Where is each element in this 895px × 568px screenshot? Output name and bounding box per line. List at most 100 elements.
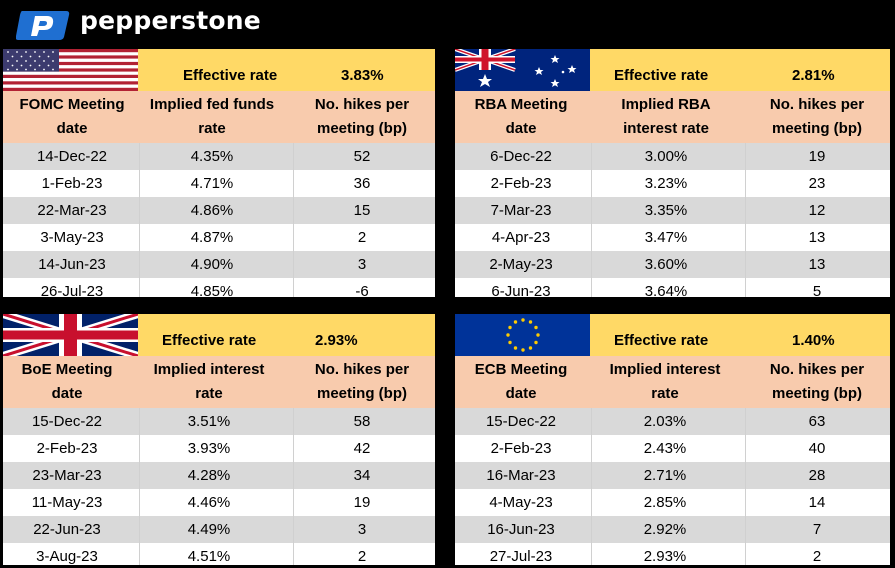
header-hikes: No. hikes per meeting (bp) — [769, 361, 865, 402]
eu-flag-icon — [455, 314, 590, 356]
header-implied-rate: Implied fed funds rate — [149, 96, 275, 137]
effective-rate-bar: Effective rate 2.81% — [590, 49, 890, 91]
table-row: 14-Dec-22 4.35% 52 — [3, 143, 435, 170]
effective-rate-label: Effective rate — [614, 332, 709, 349]
table-row: 11-May-23 4.46% 19 — [3, 489, 435, 516]
cell-meeting-date: 22-Mar-23 — [37, 202, 107, 219]
brand-header: pepperstone — [0, 0, 895, 48]
usa-flag-icon — [3, 49, 138, 91]
header-hikes: No. hikes per meeting (bp) — [314, 96, 410, 137]
cell-hikes: 40 — [808, 440, 826, 457]
table-row: 1-Feb-23 4.71% 36 — [3, 170, 435, 197]
table-row: 2-Feb-23 3.23% 23 — [455, 170, 890, 197]
table-row: 15-Dec-22 3.51% 58 — [3, 408, 435, 435]
cell-meeting-date: 2-Feb-23 — [490, 175, 552, 192]
ecb-panel: Effective rate 1.40% ECB Meeting date Im… — [454, 313, 891, 566]
effective-rate-label: Effective rate — [183, 67, 278, 84]
cell-hikes: 19 — [808, 148, 826, 165]
effective-rate-bar: Effective rate 1.40% — [590, 314, 890, 356]
cell-implied-rate: 3.64% — [644, 283, 688, 298]
cell-implied-rate: 2.93% — [643, 548, 687, 565]
header-implied-rate: Implied RBA interest rate — [621, 96, 711, 137]
table-header: BoE Meeting date Implied interest rate N… — [3, 356, 435, 408]
cell-implied-rate: 4.49% — [187, 521, 231, 538]
cell-hikes: 2 — [357, 548, 367, 565]
cell-hikes: 5 — [812, 283, 822, 298]
australia-flag-icon — [455, 49, 590, 91]
cell-meeting-date: 3-Aug-23 — [36, 548, 98, 565]
pepperstone-logo-icon — [16, 11, 70, 40]
cell-meeting-date: 23-Mar-23 — [32, 467, 102, 484]
cell-meeting-date: 4-Apr-23 — [491, 229, 551, 246]
effective-rate-label: Effective rate — [162, 332, 257, 349]
cell-meeting-date: 26-Jul-23 — [40, 283, 104, 298]
effective-rate-value: 2.81% — [792, 67, 835, 84]
header-meeting-date: ECB Meeting date — [474, 361, 568, 402]
fomc-panel: Effective rate 3.83% FOMC Meeting date I… — [2, 48, 436, 298]
cell-meeting-date: 7-Mar-23 — [490, 202, 552, 219]
cell-implied-rate: 4.35% — [190, 148, 234, 165]
cell-hikes: 3 — [357, 256, 367, 273]
effective-rate-bar: Effective rate 2.93% — [138, 314, 435, 356]
cell-implied-rate: 3.93% — [187, 440, 231, 457]
cell-implied-rate: 2.92% — [643, 521, 687, 538]
cell-meeting-date: 2-Feb-23 — [490, 440, 552, 457]
cell-implied-rate: 4.85% — [190, 283, 234, 298]
cell-implied-rate: 3.51% — [187, 413, 231, 430]
table-row: 6-Dec-22 3.00% 19 — [455, 143, 890, 170]
cell-meeting-date: 27-Jul-23 — [489, 548, 553, 565]
cell-meeting-date: 3-May-23 — [40, 229, 104, 246]
cell-meeting-date: 14-Dec-22 — [36, 148, 108, 165]
cell-meeting-date: 22-Jun-23 — [33, 521, 101, 538]
cell-hikes: 14 — [808, 494, 826, 511]
cell-meeting-date: 2-May-23 — [489, 256, 553, 273]
table-row: 16-Jun-23 2.92% 7 — [455, 516, 890, 543]
effective-rate-bar: Effective rate 3.83% — [138, 49, 435, 91]
cell-meeting-date: 14-Jun-23 — [38, 256, 106, 273]
cell-implied-rate: 2.03% — [643, 413, 687, 430]
cell-hikes: 13 — [808, 229, 826, 246]
table-header: RBA Meeting date Implied RBA interest ra… — [455, 91, 890, 143]
table-row: 2-May-23 3.60% 13 — [455, 251, 890, 278]
cell-hikes: 34 — [353, 467, 371, 484]
table-row: 22-Mar-23 4.86% 15 — [3, 197, 435, 224]
cell-hikes: -6 — [355, 283, 369, 298]
header-hikes: No. hikes per meeting (bp) — [314, 361, 410, 402]
table-row: 4-Apr-23 3.47% 13 — [455, 224, 890, 251]
cell-meeting-date: 6-Dec-22 — [490, 148, 552, 165]
cell-meeting-date: 6-Jun-23 — [491, 283, 551, 298]
cell-hikes: 2 — [357, 229, 367, 246]
cell-hikes: 58 — [353, 413, 371, 430]
cell-hikes: 7 — [812, 521, 822, 538]
table-row: 27-Jul-23 2.93% 2 — [455, 543, 890, 565]
table-row: 2-Feb-23 2.43% 40 — [455, 435, 890, 462]
cell-hikes: 42 — [353, 440, 371, 457]
table-row: 3-May-23 4.87% 2 — [3, 224, 435, 251]
cell-hikes: 3 — [357, 521, 367, 538]
effective-rate-value: 2.93% — [315, 332, 358, 349]
table-row: 23-Mar-23 4.28% 34 — [3, 462, 435, 489]
header-implied-rate: Implied interest rate — [609, 361, 721, 402]
table-row: 4-May-23 2.85% 14 — [455, 489, 890, 516]
table-row: 15-Dec-22 2.03% 63 — [455, 408, 890, 435]
cell-implied-rate: 3.00% — [644, 148, 688, 165]
cell-meeting-date: 11-May-23 — [31, 494, 103, 511]
cell-meeting-date: 16-Mar-23 — [486, 467, 556, 484]
effective-rate-label: Effective rate — [614, 67, 709, 84]
table-row: 7-Mar-23 3.35% 12 — [455, 197, 890, 224]
cell-meeting-date: 2-Feb-23 — [36, 440, 98, 457]
cell-hikes: 19 — [353, 494, 371, 511]
cell-implied-rate: 3.60% — [644, 256, 688, 273]
cell-implied-rate: 4.90% — [190, 256, 234, 273]
cell-hikes: 63 — [808, 413, 826, 430]
cell-implied-rate: 3.47% — [644, 229, 688, 246]
cell-hikes: 52 — [353, 148, 371, 165]
cell-implied-rate: 2.71% — [643, 467, 687, 484]
grid-divider — [591, 408, 592, 565]
cell-hikes: 23 — [808, 175, 826, 192]
cell-implied-rate: 2.43% — [643, 440, 687, 457]
cell-implied-rate: 4.87% — [190, 229, 234, 246]
grid-divider — [293, 143, 294, 297]
cell-meeting-date: 16-Jun-23 — [487, 521, 555, 538]
grid-divider — [745, 143, 746, 297]
